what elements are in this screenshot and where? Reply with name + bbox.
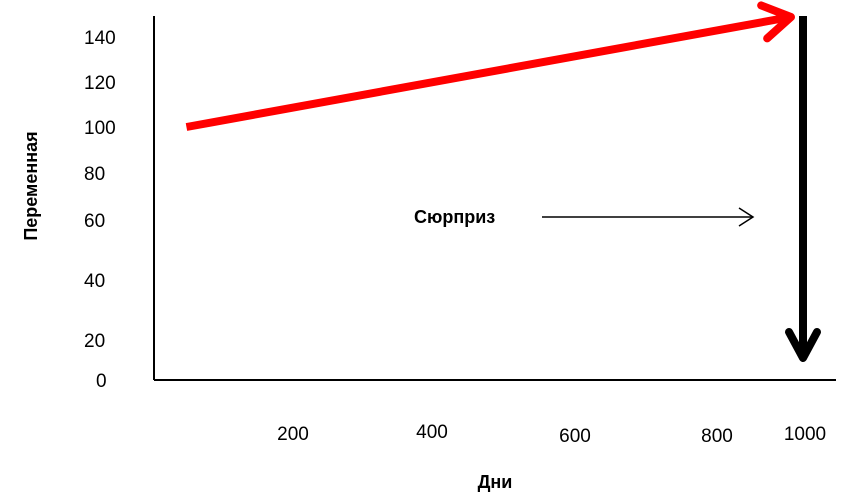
x-tick-label: 400 bbox=[416, 422, 448, 443]
drop-arrow bbox=[785, 16, 821, 362]
y-tick-label: 40 bbox=[84, 271, 105, 292]
x-tick-label: 800 bbox=[701, 426, 733, 447]
x-tick-label: 600 bbox=[559, 426, 591, 447]
y-tick-label: 120 bbox=[84, 73, 116, 94]
y-tick-label: 20 bbox=[84, 331, 105, 352]
y-tick-labels: 0 20 40 60 80 100 120 140 bbox=[84, 28, 116, 392]
y-axis-title: Переменная bbox=[21, 131, 41, 240]
y-tick-label: 140 bbox=[84, 28, 116, 49]
y-tick-label: 60 bbox=[84, 211, 105, 232]
x-tick-label: 200 bbox=[277, 424, 309, 445]
series-layer bbox=[185, 1, 795, 131]
x-tick-labels: 200 400 600 800 1000 bbox=[277, 422, 826, 447]
y-tick-label: 0 bbox=[96, 371, 107, 392]
annotation-label: Сюрприз bbox=[414, 207, 495, 227]
drop-arrow-head bbox=[785, 328, 821, 362]
y-tick-label: 80 bbox=[84, 164, 105, 185]
y-tick-label: 100 bbox=[84, 118, 116, 139]
series-line bbox=[185, 14, 786, 131]
series-arrow-head bbox=[757, 1, 795, 43]
annotation-arrow-head bbox=[738, 207, 755, 227]
x-tick-label: 1000 bbox=[784, 424, 826, 445]
x-axis-title: Дни bbox=[478, 472, 513, 492]
y-axis-title-text: Переменная bbox=[21, 131, 41, 240]
